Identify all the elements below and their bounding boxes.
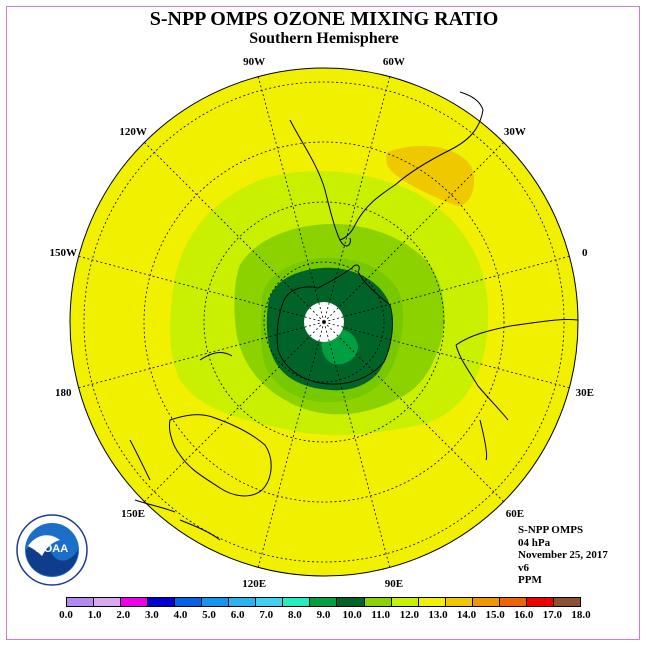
australia-region-coast xyxy=(169,352,272,497)
longitude-label: 150W xyxy=(49,247,77,259)
logo-text: NOAA xyxy=(36,543,68,555)
color-scale-segment xyxy=(310,598,338,606)
color-scale-segment xyxy=(418,598,446,606)
meridian-line xyxy=(323,321,504,502)
graticule xyxy=(78,76,570,568)
latitude-circle xyxy=(143,141,505,503)
africa-coast xyxy=(455,318,579,461)
color-scale-tick-label: 17.0 xyxy=(542,609,562,621)
color-scale-segment xyxy=(445,598,473,606)
color-scale-segment xyxy=(148,598,176,606)
color-scale-tick-label: 9.0 xyxy=(316,609,331,621)
map-boundary xyxy=(69,67,579,577)
longitude-label: 30W xyxy=(504,126,526,138)
coastlines xyxy=(129,91,579,541)
color-scale-segment xyxy=(94,598,122,606)
color-scale-tick-label: 1.0 xyxy=(87,609,102,621)
color-scale-tick-label: 2.0 xyxy=(116,609,131,621)
color-scale-segment xyxy=(337,598,365,606)
color-scale-segment xyxy=(202,598,230,606)
color-scale-segment xyxy=(121,598,149,606)
meridian-line xyxy=(78,321,325,389)
meridian-line xyxy=(323,76,391,323)
color-scale-tick-label: 10.0 xyxy=(342,609,362,621)
islands-coast xyxy=(129,439,221,541)
version-label: v6 xyxy=(518,561,529,574)
map-subtitle: Southern Hemisphere xyxy=(249,30,399,47)
color-scale-segment xyxy=(391,598,419,606)
color-scale-tick-label: 11.0 xyxy=(371,609,391,621)
longitude-label: 180 xyxy=(55,387,72,399)
south-america-coast xyxy=(289,91,484,247)
color-scale-tick-label: 16.0 xyxy=(514,609,534,621)
longitude-label: 90E xyxy=(385,578,403,590)
longitude-label: 150E xyxy=(121,508,145,520)
meridian-line xyxy=(78,255,325,323)
color-scale-segment xyxy=(67,598,95,606)
figure-frame xyxy=(6,6,640,640)
longitude-label: 90W xyxy=(243,56,265,68)
color-scale-tick-label: 0.0 xyxy=(59,609,73,621)
latitude-circle xyxy=(83,81,565,563)
color-scale-tick-label: 15.0 xyxy=(485,609,505,621)
longitude-label: 120E xyxy=(242,578,266,590)
color-scale-tick-label: 14.0 xyxy=(456,609,477,621)
metadata-block: S-NPP OMPS 04 hPa November 25, 2017 v6 P… xyxy=(518,524,608,587)
antarctica-coast xyxy=(276,264,393,385)
longitude-label: 120W xyxy=(119,126,147,138)
color-scale-tick-label: 8.0 xyxy=(288,609,302,621)
color-scale-tick-label: 3.0 xyxy=(144,609,159,621)
meridian-line xyxy=(323,142,504,323)
map-title: S-NPP OMPS OZONE MIXING RATIO xyxy=(149,8,499,30)
date-label: November 25, 2017 xyxy=(518,549,608,561)
longitude-label: 60E xyxy=(506,508,524,520)
latitude-circle xyxy=(263,261,385,383)
meridian-line xyxy=(323,255,570,323)
color-scale-segment xyxy=(472,598,500,606)
color-scale-segment xyxy=(364,598,392,606)
meridian-line xyxy=(323,321,391,568)
longitude-label: 30E xyxy=(576,387,594,399)
meridian-line xyxy=(323,321,570,389)
color-scale-bar xyxy=(66,597,581,607)
units-label: PPM xyxy=(518,574,542,586)
color-scale-tick-label: 4.0 xyxy=(173,609,188,621)
longitude-labels: 90W 60W 30W 0 30E 60E 90E 120E 150E 180 150W 120W xyxy=(49,56,594,590)
color-scale-segment xyxy=(526,598,554,606)
pressure-level: 04 hPa xyxy=(518,536,551,549)
instrument-label: S-NPP OMPS xyxy=(518,524,584,536)
color-scale-tick-label: 6.0 xyxy=(230,609,245,621)
color-scale-tick-label: 18.0 xyxy=(571,609,591,621)
color-scale-tick-label: 5.0 xyxy=(202,609,216,621)
color-scale-segment xyxy=(175,598,203,606)
color-scale-segment xyxy=(283,598,311,606)
color-scale-segment xyxy=(499,598,527,606)
ozone-region-14-15 xyxy=(386,145,475,206)
meridian-line xyxy=(257,321,325,568)
meridian-line xyxy=(257,76,325,323)
color-scale-tick-label: 12.0 xyxy=(399,609,419,621)
meridian-line xyxy=(144,142,325,323)
color-scale-labels: 0.0 1.0 2.0 3.0 4.0 5.0 6.0 7.0 8.0 9.0 10.0 11.0 12… xyxy=(0,609,648,623)
noaa-logo: NOAA xyxy=(16,514,88,586)
meridian-line xyxy=(144,321,325,502)
color-scale-tick-label: 13.0 xyxy=(428,609,448,621)
longitude-label: 60W xyxy=(383,56,405,68)
color-scale-tick-label: 7.0 xyxy=(259,609,274,621)
latitude-circle xyxy=(203,201,445,443)
color-scale-segment xyxy=(553,598,580,606)
color-scale-segment xyxy=(229,598,257,606)
color-scale-segment xyxy=(256,598,284,606)
longitude-label: 0 xyxy=(582,247,588,259)
